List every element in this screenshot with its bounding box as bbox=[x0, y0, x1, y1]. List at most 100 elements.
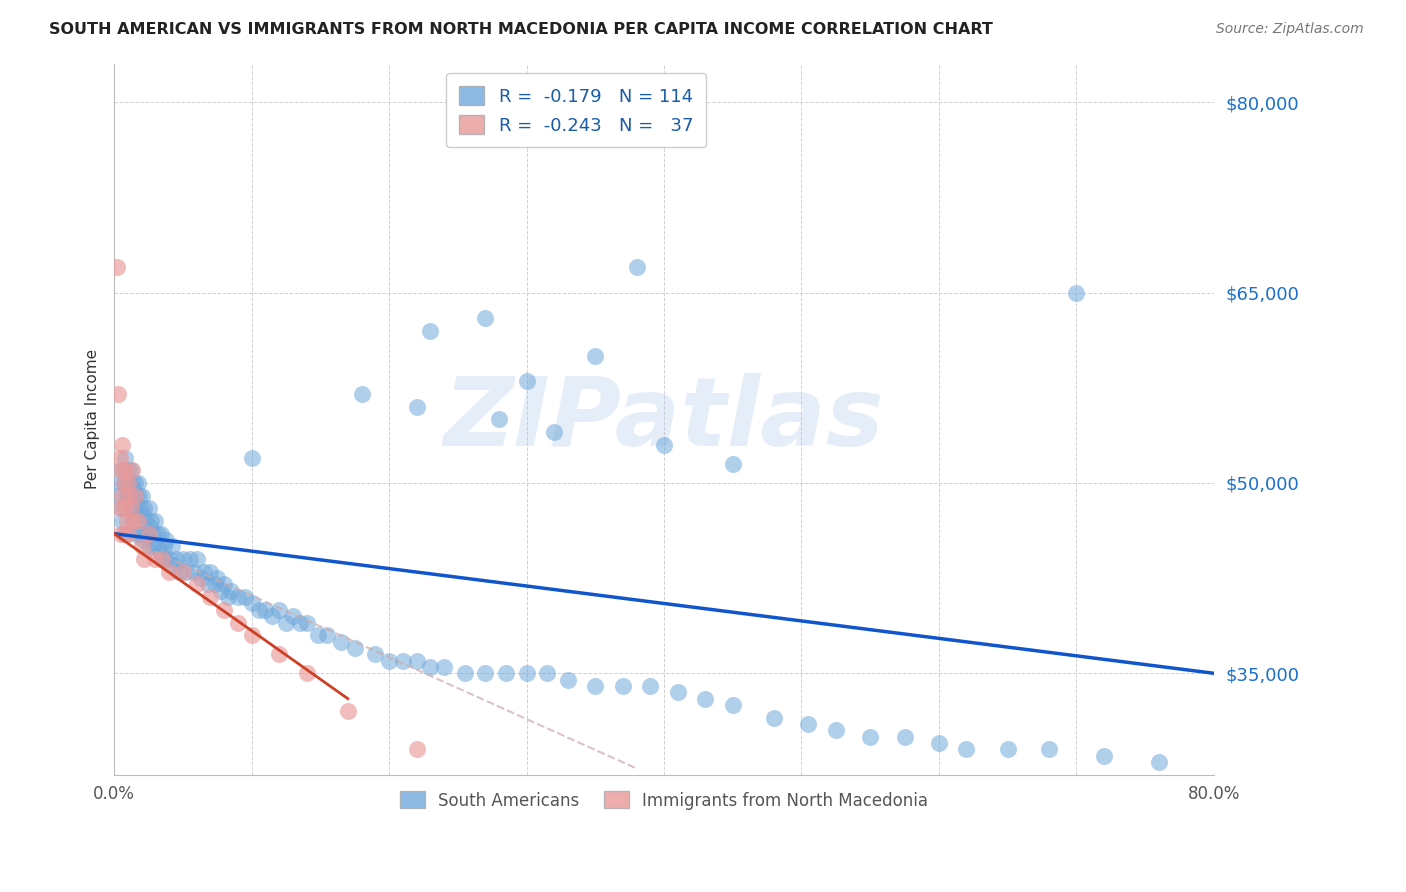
Point bbox=[928, 736, 950, 750]
Point bbox=[536, 666, 558, 681]
Text: ZIPatlas: ZIPatlas bbox=[444, 373, 884, 466]
Point bbox=[114, 501, 136, 516]
Point bbox=[114, 450, 136, 465]
Point bbox=[125, 489, 148, 503]
Point bbox=[240, 628, 263, 642]
Point bbox=[955, 742, 977, 756]
Point bbox=[149, 526, 172, 541]
Point bbox=[557, 673, 579, 687]
Point bbox=[145, 552, 167, 566]
Point bbox=[652, 438, 675, 452]
Point bbox=[583, 349, 606, 363]
Point bbox=[240, 597, 263, 611]
Point bbox=[125, 526, 148, 541]
Legend: South Americans, Immigrants from North Macedonia: South Americans, Immigrants from North M… bbox=[392, 785, 935, 816]
Point bbox=[274, 615, 297, 630]
Point bbox=[138, 526, 160, 541]
Point bbox=[128, 489, 150, 503]
Point bbox=[269, 603, 291, 617]
Point bbox=[495, 666, 517, 681]
Point bbox=[165, 552, 187, 566]
Point bbox=[127, 508, 149, 522]
Point bbox=[172, 552, 194, 566]
Point bbox=[127, 514, 149, 528]
Point bbox=[288, 615, 311, 630]
Point bbox=[405, 654, 427, 668]
Point bbox=[108, 501, 131, 516]
Point bbox=[240, 450, 263, 465]
Point bbox=[474, 310, 496, 325]
Point bbox=[150, 552, 173, 566]
Point bbox=[226, 590, 249, 604]
Point bbox=[364, 647, 387, 661]
Point bbox=[378, 654, 401, 668]
Point bbox=[174, 565, 197, 579]
Point bbox=[226, 615, 249, 630]
Point bbox=[114, 526, 136, 541]
Point bbox=[108, 450, 131, 465]
Point bbox=[262, 609, 284, 624]
Point bbox=[118, 489, 141, 503]
Point bbox=[350, 387, 373, 401]
Point bbox=[186, 577, 208, 591]
Point bbox=[433, 660, 456, 674]
Point bbox=[1147, 755, 1170, 769]
Point bbox=[114, 463, 136, 477]
Point bbox=[134, 533, 156, 547]
Point bbox=[117, 489, 139, 503]
Point bbox=[330, 634, 353, 648]
Point bbox=[105, 260, 128, 274]
Point bbox=[583, 679, 606, 693]
Point bbox=[107, 489, 129, 503]
Point bbox=[167, 565, 190, 579]
Point bbox=[131, 526, 153, 541]
Point bbox=[543, 425, 565, 439]
Point bbox=[135, 514, 157, 528]
Point bbox=[212, 603, 235, 617]
Point bbox=[269, 647, 291, 661]
Point bbox=[111, 489, 134, 503]
Point bbox=[136, 526, 159, 541]
Point bbox=[146, 540, 169, 554]
Point bbox=[107, 387, 129, 401]
Point bbox=[336, 704, 359, 718]
Point bbox=[474, 666, 496, 681]
Point bbox=[162, 558, 184, 573]
Point bbox=[139, 520, 162, 534]
Point bbox=[217, 590, 239, 604]
Point bbox=[343, 640, 366, 655]
Point bbox=[1066, 285, 1088, 300]
Point bbox=[695, 691, 717, 706]
Point bbox=[295, 666, 318, 681]
Y-axis label: Per Capita Income: Per Capita Income bbox=[86, 350, 100, 490]
Point bbox=[488, 412, 510, 426]
Point bbox=[117, 463, 139, 477]
Point bbox=[295, 615, 318, 630]
Point bbox=[515, 375, 537, 389]
Point bbox=[762, 711, 785, 725]
Point bbox=[122, 514, 145, 528]
Point bbox=[146, 526, 169, 541]
Point bbox=[179, 552, 201, 566]
Point bbox=[197, 577, 219, 591]
Point bbox=[132, 508, 155, 522]
Point bbox=[120, 463, 142, 477]
Point bbox=[893, 730, 915, 744]
Point bbox=[721, 457, 744, 471]
Point bbox=[160, 540, 183, 554]
Point bbox=[233, 590, 256, 604]
Point bbox=[190, 571, 212, 585]
Point bbox=[797, 717, 820, 731]
Point bbox=[997, 742, 1019, 756]
Point bbox=[247, 603, 270, 617]
Point bbox=[108, 475, 131, 490]
Point bbox=[111, 438, 134, 452]
Point bbox=[626, 260, 648, 274]
Point bbox=[638, 679, 661, 693]
Point bbox=[110, 501, 132, 516]
Point bbox=[212, 577, 235, 591]
Point bbox=[419, 660, 441, 674]
Point bbox=[111, 514, 134, 528]
Point bbox=[186, 552, 208, 566]
Point bbox=[120, 501, 142, 516]
